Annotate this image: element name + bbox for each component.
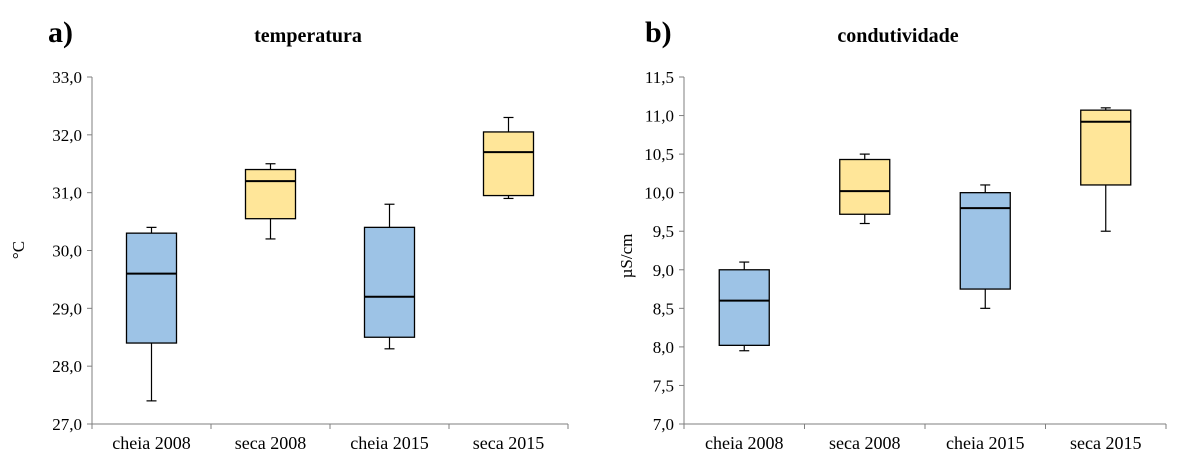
panel-b-category-label: cheia 2008	[705, 433, 783, 453]
panel-b-category-label: seca 2008	[829, 433, 900, 453]
panel-a-category-label: seca 2008	[235, 433, 306, 453]
panel-a-y-tick-label: 28,0	[52, 357, 82, 376]
panel-b-box-4	[1080, 107, 1132, 232]
panel-b-title: condutividade	[837, 25, 958, 47]
panel-b-y-tick-label: 10,0	[644, 184, 674, 203]
panel-b-y-tick-label: 8,0	[653, 338, 674, 357]
panel-a-title: temperatura	[254, 25, 362, 47]
panel-b-letter: b)	[645, 16, 672, 49]
panel-a-box-3	[363, 203, 416, 350]
box-iqr	[482, 131, 535, 197]
box-iqr	[718, 269, 770, 346]
panel-a-y-tick-label: 32,0	[52, 126, 82, 145]
box-iqr	[125, 232, 178, 344]
panel-a-box-2	[244, 163, 297, 240]
panel-b-y-axis-label: µS/cm	[617, 234, 636, 279]
panel-a-category-label: seca 2015	[473, 433, 544, 453]
panel-a-y-tick-label: 31,0	[52, 184, 82, 203]
panel-b-y-tick-label: 9,5	[653, 222, 674, 241]
panel-b-y-tick-label: 9,0	[653, 261, 674, 280]
box-iqr	[839, 158, 891, 215]
panel-b-y-tick-label: 7,0	[653, 415, 674, 434]
panel-a-box-1	[125, 226, 178, 402]
box-iqr	[244, 168, 297, 220]
panel-b-category-label: seca 2015	[1070, 433, 1141, 453]
panel-a-category-label: cheia 2015	[350, 433, 428, 453]
panel-b-y-tick-label: 10,5	[644, 145, 674, 164]
panel-b-box-3	[959, 184, 1011, 309]
box-iqr	[363, 226, 416, 338]
panel-a-y-tick-label: 29,0	[52, 299, 82, 318]
panel-a-y-axis-label: °C	[9, 241, 28, 259]
panel-a-y-tick-label: 27,0	[52, 415, 82, 434]
panel-b-plot: 7,0 7,5 8,0 8,5 9,0 9,5 10,0 10,5 11,0 11,5 cheia …	[644, 68, 1167, 453]
panel-a-y-tick-label: 33,0	[52, 68, 82, 87]
panel-b-box-2	[839, 153, 891, 225]
panel-a-box-4	[482, 116, 535, 200]
panel-a-plot: 27,0 28,0 29,0 30,0 31,0 32,0 33,0 cheia 2008 se…	[52, 68, 569, 453]
panel-b-y-tick-label: 7,5	[653, 376, 674, 395]
panel-b-y-tick-label: 11,5	[645, 68, 674, 87]
panel-b-y-tick-label: 8,5	[653, 299, 674, 318]
panel-b-y-tick-label: 11,0	[645, 107, 674, 126]
panel-b-box-1	[718, 261, 770, 352]
panel-a-y-tick-label: 30,0	[52, 242, 82, 261]
panel-a-letter: a)	[48, 16, 73, 49]
panel-a-category-label: cheia 2008	[112, 433, 190, 453]
panel-b-category-label: cheia 2015	[946, 433, 1024, 453]
